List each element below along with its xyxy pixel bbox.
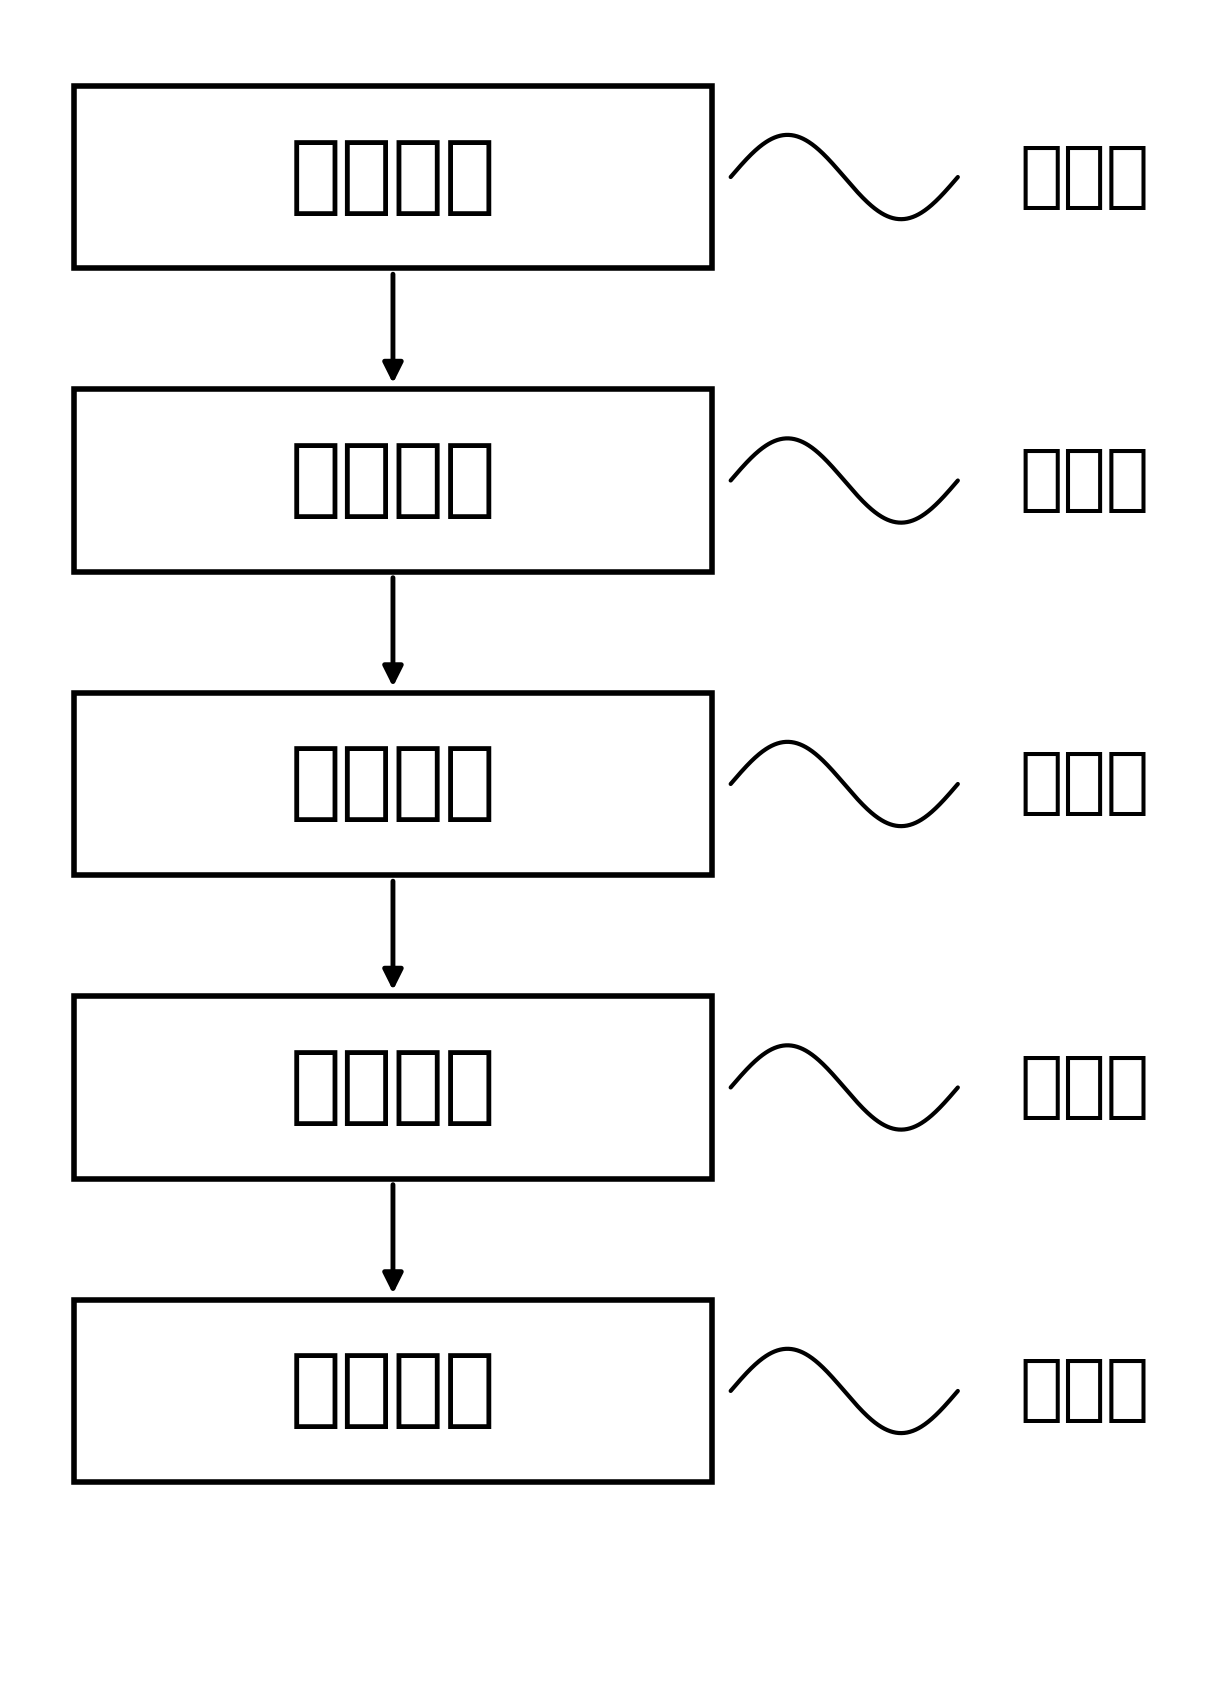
- Text: 步骤一: 步骤一: [1019, 143, 1149, 211]
- Bar: [74, 1300, 712, 1482]
- Bar: [74, 693, 712, 875]
- Text: 菌种发酵: 菌种发酵: [290, 742, 496, 826]
- Bar: [74, 389, 712, 572]
- Bar: [74, 996, 712, 1179]
- Text: 步骤三: 步骤三: [1019, 750, 1149, 818]
- Text: 酶菌复配: 酶菌复配: [290, 1045, 496, 1130]
- Text: 步骤四: 步骤四: [1019, 1054, 1149, 1121]
- Text: 河道投放: 河道投放: [290, 1349, 496, 1433]
- Text: 原料选取: 原料选取: [290, 135, 496, 219]
- Bar: [74, 86, 712, 268]
- Text: 步骤二: 步骤二: [1019, 447, 1149, 514]
- Text: 步骤五: 步骤五: [1019, 1357, 1149, 1425]
- Text: 菌种活化: 菌种活化: [290, 438, 496, 523]
